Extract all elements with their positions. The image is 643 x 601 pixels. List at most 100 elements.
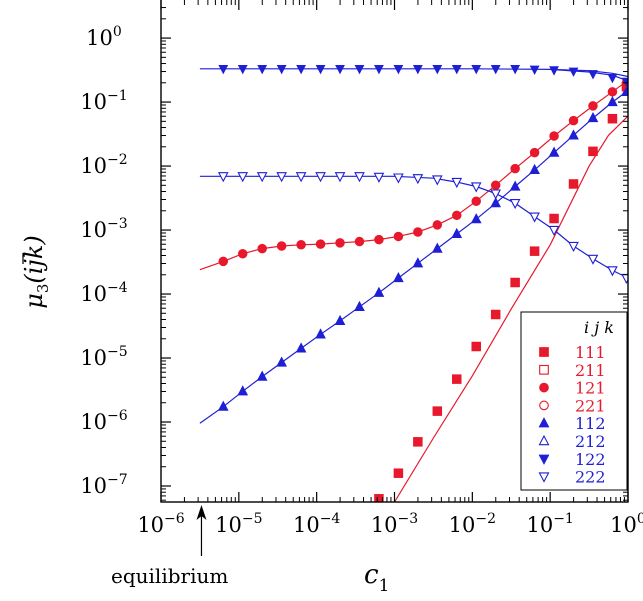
marker-222 <box>295 172 307 183</box>
marker-122 <box>529 65 540 75</box>
marker-121 <box>218 257 228 266</box>
marker-122 <box>412 65 423 75</box>
y-tick-label: 10−3 <box>80 216 127 242</box>
marker-121 <box>335 238 345 248</box>
y-tick-label: 100 <box>86 24 122 50</box>
y-axis-label-mu: μ <box>20 293 48 309</box>
marker-121 <box>316 239 325 249</box>
marker-121 <box>491 180 501 190</box>
y-tick-base: 10 <box>86 26 113 50</box>
marker-112 <box>588 112 598 122</box>
marker-122 <box>315 65 326 75</box>
marker-121 <box>549 131 559 141</box>
marker-111 <box>471 342 481 351</box>
marker-222 <box>431 175 443 186</box>
x-tick-label: 10−5 <box>215 511 262 537</box>
marker-112 <box>237 385 248 396</box>
marker-112 <box>412 257 423 268</box>
marker-121 <box>374 235 384 244</box>
legend-marker-122 <box>538 454 550 465</box>
y-tick-label: 10−7 <box>80 472 127 498</box>
marker-122 <box>354 65 365 75</box>
axes: 10−6 10−5 10−4 10−3 10−2 10−1 10010010−110−210… <box>80 0 643 556</box>
x-tick-label: 10−2 <box>449 511 496 537</box>
y-tick-label: 10−5 <box>80 344 127 370</box>
x-tick-label: 10−4 <box>293 511 340 537</box>
marker-121 <box>277 241 286 251</box>
y-tick-exp: −4 <box>107 280 128 296</box>
marker-112 <box>354 301 365 311</box>
marker-222 <box>373 172 385 183</box>
x-tick-base: 10 <box>137 513 164 537</box>
y-tick-exp: −2 <box>107 152 128 168</box>
marker-111 <box>413 437 423 447</box>
marker-112 <box>451 228 462 238</box>
marker-111 <box>432 406 442 416</box>
marker-222 <box>607 266 618 277</box>
marker-122 <box>432 65 443 75</box>
marker-222 <box>490 189 502 200</box>
legend-marker-121 <box>539 382 549 393</box>
marker-222 <box>217 172 229 183</box>
marker-121 <box>569 116 578 125</box>
marker-121 <box>452 210 462 220</box>
data-markers <box>217 65 628 502</box>
marker-121 <box>530 148 539 157</box>
marker-112 <box>621 86 628 96</box>
marker-122 <box>374 65 384 75</box>
x-tick-exp: −5 <box>242 511 263 527</box>
marker-122 <box>257 65 268 75</box>
y-tick-base: 10 <box>80 90 107 114</box>
marker-222 <box>393 173 404 184</box>
marker-222 <box>568 241 579 253</box>
marker-112 <box>296 342 306 353</box>
marker-112 <box>549 147 559 157</box>
marker-122 <box>451 65 462 75</box>
marker-222 <box>621 273 628 285</box>
x-axis-label-base: c <box>364 560 379 590</box>
marker-122 <box>296 65 306 75</box>
marker-222 <box>529 212 540 223</box>
x-tick-label: 100 <box>610 511 643 537</box>
y-tick-base: 10 <box>80 410 107 434</box>
marker-112 <box>432 243 443 253</box>
legend-label-212: 212 <box>575 432 606 451</box>
x-tick-exp: −4 <box>320 511 341 527</box>
x-axis-label: c1 <box>364 560 389 596</box>
marker-222 <box>276 172 287 183</box>
marker-111 <box>491 310 501 319</box>
y-tick-label: 10−1 <box>80 88 127 114</box>
marker-222 <box>587 254 599 265</box>
x-tick-label: 10−1 <box>526 511 573 537</box>
legend-marker-111 <box>539 347 549 357</box>
marker-122 <box>607 73 618 84</box>
marker-122 <box>549 66 559 76</box>
y-tick-base: 10 <box>80 154 107 178</box>
marker-111 <box>549 214 559 223</box>
marker-112 <box>315 328 326 339</box>
marker-111 <box>394 468 403 478</box>
marker-112 <box>471 213 482 223</box>
x-tick-exp: −3 <box>398 511 419 527</box>
legend-label-221: 221 <box>575 396 606 415</box>
x-tick-base: 10 <box>610 513 637 537</box>
marker-111 <box>452 374 462 384</box>
marker-222 <box>548 225 560 237</box>
marker-222 <box>354 172 365 183</box>
marker-222 <box>451 177 463 189</box>
legend-marker-112 <box>538 417 550 428</box>
marker-121 <box>471 196 481 206</box>
curve-111 <box>393 115 628 502</box>
marker-121 <box>432 220 442 230</box>
marker-111 <box>530 246 539 256</box>
y-tick-label: 10−6 <box>80 408 127 434</box>
x-tick-exp: −1 <box>553 511 574 527</box>
x-axis-label-sub: 1 <box>379 576 390 596</box>
x-tick-exp: 0 <box>637 511 643 527</box>
marker-112 <box>218 401 229 411</box>
x-tick-label: 10−3 <box>371 511 418 537</box>
legend-label-122: 122 <box>575 450 606 469</box>
marker-121 <box>238 249 248 259</box>
y-tick-label: 10−4 <box>80 280 127 306</box>
